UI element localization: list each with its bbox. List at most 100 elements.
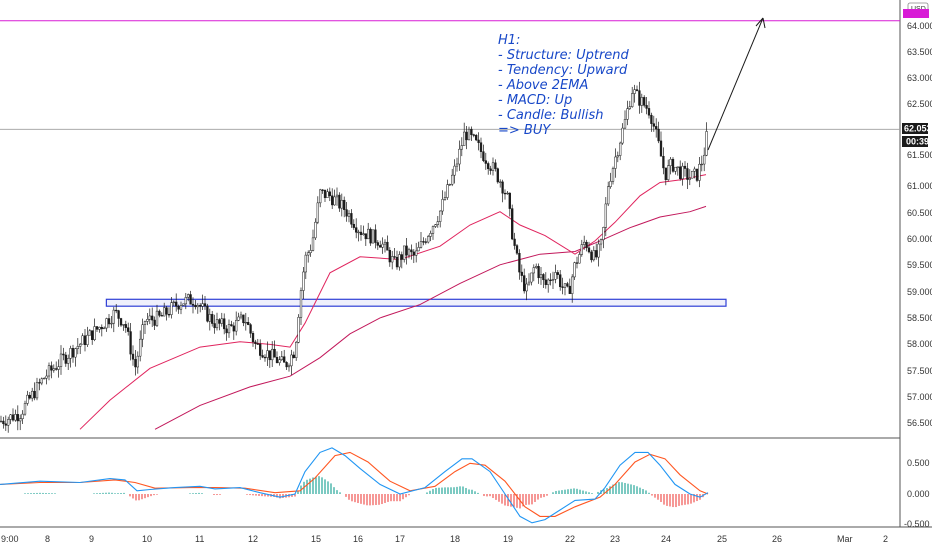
candle-down <box>249 324 252 334</box>
time-tick-label: 23 <box>610 534 620 544</box>
candle-up <box>79 343 82 347</box>
candle-down <box>566 283 569 287</box>
candle-down <box>568 285 571 294</box>
candle-up <box>307 252 310 256</box>
candle-down <box>206 305 209 322</box>
candle-up <box>391 256 394 263</box>
time-axis[interactable]: 9:00 8 9 10 11 12 15 16 17 18 19 22 23 2… <box>1 534 888 544</box>
annotation-line: - MACD: Up <box>498 93 572 108</box>
candle-up <box>362 233 365 235</box>
candle-up <box>148 315 151 320</box>
price-tick-label: 60.500 <box>907 208 932 218</box>
candle-down <box>376 242 379 246</box>
candle-down <box>556 272 559 275</box>
candle-up <box>299 290 303 318</box>
candles-layer <box>0 81 708 433</box>
price-axis[interactable]: 64.000 63.500 63.000 62.500 61.500 61.00… <box>907 21 932 428</box>
candle-up <box>67 358 70 364</box>
candle-down <box>484 160 487 164</box>
candle-down <box>393 256 396 258</box>
candle-up <box>460 145 463 150</box>
candle-down <box>511 208 514 240</box>
candle-up <box>43 377 46 380</box>
candle-down <box>323 189 327 198</box>
candle-down <box>671 158 675 172</box>
candle-up <box>201 303 204 307</box>
forecast-arrow[interactable] <box>707 17 764 151</box>
candle-up <box>0 420 3 423</box>
candle-down <box>242 314 245 324</box>
candle-up <box>347 213 351 217</box>
candle-up <box>86 334 89 346</box>
candle-down <box>321 189 324 191</box>
candle-up <box>429 233 432 237</box>
candle-down <box>62 353 65 356</box>
candle-up <box>7 419 10 426</box>
candle-down <box>477 139 480 143</box>
candle-down <box>475 134 478 141</box>
candle-up <box>316 202 319 223</box>
candle-up <box>463 131 466 146</box>
time-tick-label: 17 <box>395 534 405 544</box>
candle-down <box>503 192 507 195</box>
candle-up <box>280 356 283 360</box>
candle-down <box>165 307 168 315</box>
candle-up <box>14 414 17 421</box>
price-pane[interactable] <box>0 0 932 528</box>
candle-up <box>290 354 293 367</box>
candle-down <box>218 319 221 324</box>
candle-up <box>602 227 605 240</box>
candle-down <box>359 231 363 235</box>
candle-down <box>374 229 377 243</box>
price-tick-label: 63.500 <box>907 47 932 57</box>
candle-down <box>479 142 483 152</box>
price-tick-label: 58.000 <box>907 339 932 349</box>
candle-up <box>417 247 420 252</box>
price-tick-label: 61.500 <box>907 150 932 160</box>
candle-up <box>506 192 509 195</box>
time-tick-label: 9 <box>89 534 94 544</box>
candle-up <box>21 413 24 419</box>
candle-up <box>640 97 643 106</box>
candle-up <box>583 241 586 245</box>
candle-up <box>295 342 298 358</box>
macd-pane[interactable] <box>0 447 709 524</box>
candle-up <box>551 278 555 281</box>
candle-down <box>177 305 180 310</box>
candle-down <box>400 254 403 260</box>
candle-up <box>592 250 595 261</box>
candle-up <box>314 221 317 239</box>
candle-up <box>623 119 627 129</box>
candle-down <box>134 359 137 368</box>
candle-up <box>98 326 101 330</box>
price-tick-label: 57.000 <box>907 392 932 402</box>
candle-down <box>55 368 58 370</box>
candle-up <box>220 318 223 324</box>
candle-down <box>686 168 689 180</box>
candle-down <box>232 325 235 332</box>
candle-up <box>35 382 39 399</box>
candle-up <box>698 163 701 181</box>
time-tick-label: Mar <box>837 534 853 544</box>
candle-down <box>263 356 267 359</box>
candle-down <box>664 167 667 180</box>
macd-tick-label: 0.500 <box>907 458 930 468</box>
candle-down <box>285 362 288 368</box>
price-tick-label: 62.500 <box>907 99 932 109</box>
candle-up <box>74 348 77 358</box>
candle-up <box>239 314 243 318</box>
candle-up <box>112 309 115 324</box>
candle-down <box>652 123 655 127</box>
ema-layer <box>79 174 707 430</box>
candle-up <box>527 281 531 285</box>
candle-up <box>141 324 144 340</box>
candle-down <box>160 315 163 317</box>
candle-up <box>179 305 183 310</box>
candle-up <box>381 243 384 248</box>
candle-down <box>259 343 262 356</box>
candle-up <box>340 199 343 209</box>
candle-up <box>278 359 281 364</box>
ema-slow-line <box>154 205 707 430</box>
candle-up <box>59 353 63 367</box>
last-price-box <box>902 123 928 134</box>
